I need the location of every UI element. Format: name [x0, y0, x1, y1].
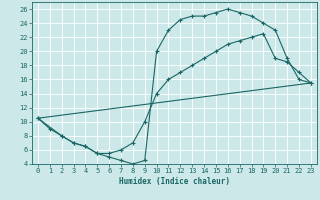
X-axis label: Humidex (Indice chaleur): Humidex (Indice chaleur): [119, 177, 230, 186]
